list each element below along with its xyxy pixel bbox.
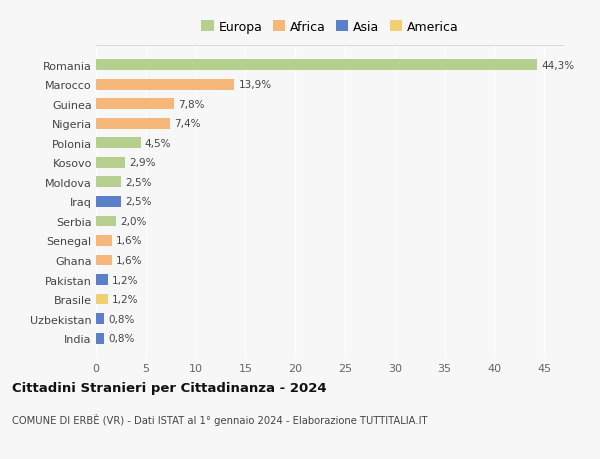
Bar	[96, 138, 141, 149]
Bar	[96, 196, 121, 207]
Bar	[96, 333, 104, 344]
Text: 1,6%: 1,6%	[116, 236, 142, 246]
Text: 0,8%: 0,8%	[108, 334, 134, 343]
Text: 7,4%: 7,4%	[173, 119, 200, 129]
Bar	[96, 60, 537, 71]
Text: 2,5%: 2,5%	[125, 197, 151, 207]
Text: Cittadini Stranieri per Cittadinanza - 2024: Cittadini Stranieri per Cittadinanza - 2…	[12, 381, 326, 394]
Bar	[96, 177, 121, 188]
Bar	[96, 274, 108, 285]
Text: 2,5%: 2,5%	[125, 178, 151, 187]
Text: 1,6%: 1,6%	[116, 256, 142, 265]
Text: COMUNE DI ERBÈ (VR) - Dati ISTAT al 1° gennaio 2024 - Elaborazione TUTTITALIA.IT: COMUNE DI ERBÈ (VR) - Dati ISTAT al 1° g…	[12, 413, 427, 425]
Bar	[96, 313, 104, 325]
Text: 1,2%: 1,2%	[112, 275, 139, 285]
Bar	[96, 118, 170, 129]
Bar	[96, 235, 112, 246]
Bar	[96, 216, 116, 227]
Bar	[96, 255, 112, 266]
Text: 2,9%: 2,9%	[129, 158, 155, 168]
Bar	[96, 99, 173, 110]
Bar	[96, 294, 108, 305]
Text: 2,0%: 2,0%	[120, 217, 146, 226]
Bar	[96, 157, 125, 168]
Text: 1,2%: 1,2%	[112, 295, 139, 304]
Text: 0,8%: 0,8%	[108, 314, 134, 324]
Text: 4,5%: 4,5%	[145, 139, 171, 148]
Text: 44,3%: 44,3%	[541, 61, 574, 70]
Bar	[96, 79, 235, 90]
Text: 7,8%: 7,8%	[178, 100, 204, 109]
Text: 13,9%: 13,9%	[238, 80, 272, 90]
Legend: Europa, Africa, Asia, America: Europa, Africa, Asia, America	[201, 21, 459, 34]
